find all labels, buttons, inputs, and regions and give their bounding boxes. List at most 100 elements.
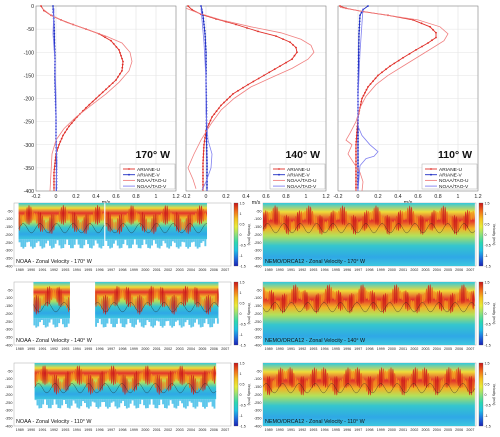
x-tick-label: 1989 [16, 268, 24, 272]
velocity-core [120, 213, 123, 233]
data-point [53, 35, 56, 38]
velocity-deep [80, 399, 83, 407]
velocity-core [272, 291, 275, 311]
data-point [202, 168, 204, 171]
velocity-core [146, 293, 149, 306]
y-tick-label: -150 [254, 304, 262, 308]
velocity-core [122, 374, 125, 393]
colorbar-label: Velocity (m/s) [492, 384, 496, 406]
velocity-deep [141, 239, 144, 245]
velocity-core [304, 378, 306, 393]
x-tick-label: 2002 [164, 428, 172, 432]
data-point [203, 26, 206, 29]
velocity-deep [209, 318, 212, 328]
velocity-core [343, 373, 346, 388]
velocity-core [159, 286, 162, 305]
colorbar-tick: 0 [485, 312, 487, 316]
velocity-core [116, 285, 118, 306]
legend-entry: NOAA/TAO-U [439, 178, 469, 184]
data-point [357, 177, 359, 180]
velocity-deep [200, 239, 203, 243]
x-tick-label: 2005 [198, 347, 206, 351]
data-point [355, 160, 357, 163]
velocity-core [281, 368, 284, 383]
x-tick-label: 2002 [164, 347, 172, 351]
velocity-core [449, 368, 452, 383]
data-point [257, 30, 259, 33]
data-point [357, 128, 359, 131]
velocity-deep [18, 239, 21, 243]
velocity-deep [131, 399, 134, 401]
velocity-core [332, 290, 335, 300]
velocity-core [345, 369, 348, 389]
velocity-core [94, 207, 97, 225]
velocity-deep [194, 318, 196, 323]
velocity-core [311, 369, 314, 389]
data-point [355, 153, 357, 156]
velocity-core [367, 210, 370, 225]
data-point [226, 98, 228, 101]
velocity-core [132, 205, 134, 225]
velocity-deep [183, 399, 185, 408]
velocity-core [270, 210, 273, 220]
velocity-core [283, 215, 286, 231]
velocity-core [281, 216, 284, 226]
data-point [215, 110, 218, 113]
velocity-core [451, 370, 454, 380]
data-point [57, 146, 59, 149]
velocity-core [462, 215, 465, 231]
colorbar-tick: -0.5 [485, 403, 491, 407]
y-tick-label: -350 [5, 336, 13, 340]
legend-marker [278, 168, 280, 170]
data-point [357, 131, 359, 134]
data-point [58, 143, 60, 146]
data-point [282, 38, 284, 40]
velocity-deep [56, 239, 59, 241]
velocity-core [429, 377, 432, 387]
data-point [355, 183, 357, 186]
velocity-core [61, 381, 64, 390]
velocity-core [137, 371, 140, 387]
x-tick-label: 2002 [410, 268, 418, 272]
velocity-deep [63, 399, 65, 400]
velocity-core [449, 216, 452, 226]
data-point [202, 171, 204, 174]
velocity-core [371, 210, 374, 220]
velocity-deep [96, 239, 99, 244]
velocity-deep [50, 239, 53, 249]
velocity-core [373, 292, 376, 312]
data-point [205, 51, 207, 54]
velocity-deep [169, 318, 172, 326]
velocity-core [300, 376, 303, 396]
velocity-core [64, 206, 67, 224]
velocity-deep [204, 399, 206, 409]
colorbar-label: Velocity (m/s) [492, 224, 496, 246]
velocity-deep [51, 399, 54, 405]
velocity-core [291, 221, 293, 230]
velocity-core [35, 212, 38, 224]
x-tick-label: 2007 [466, 347, 474, 351]
data-point [358, 32, 360, 35]
data-point [229, 95, 231, 98]
velocity-deep [24, 239, 27, 247]
velocity-deep [112, 399, 115, 402]
velocity-deep [177, 239, 180, 249]
data-point [273, 68, 276, 71]
velocity-deep [41, 318, 43, 320]
velocity-core [120, 375, 123, 389]
velocity-core [183, 369, 185, 385]
velocity-core [464, 287, 467, 301]
velocity-core [440, 292, 443, 312]
data-point [360, 100, 363, 103]
velocity-core [440, 207, 443, 223]
velocity-deep [98, 239, 101, 248]
velocity-core [414, 367, 417, 387]
x-tick-label: 2007 [221, 428, 229, 432]
velocity-core [154, 288, 156, 299]
velocity-core [49, 375, 52, 384]
data-point [393, 62, 396, 65]
velocity-core [419, 214, 422, 235]
data-point [206, 187, 208, 189]
velocity-core [433, 209, 435, 229]
y-tick-label: -150 [24, 73, 34, 79]
